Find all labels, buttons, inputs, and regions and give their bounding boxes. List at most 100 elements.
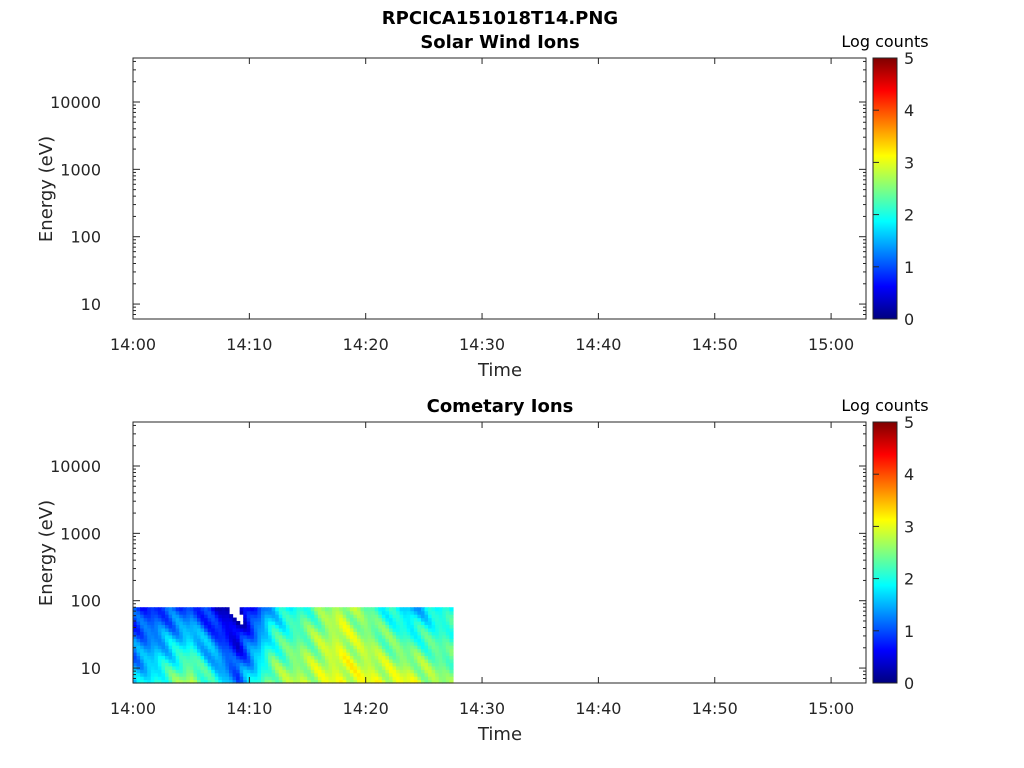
spectrogram-cell [438,621,443,626]
spectrogram-cell [449,665,454,670]
spectrogram-cell [289,672,294,677]
spectrogram-cell [438,652,443,657]
spectrogram-cell [253,652,259,657]
spectrogram-cell [374,624,379,629]
spectrogram-cell [328,676,333,681]
spectrogram-cell [232,679,237,684]
spectrogram-cell [243,679,248,684]
y-tick-label: 10000 [50,93,101,112]
spectrogram-cell [324,617,330,622]
spectrogram-cell [445,641,451,646]
spectrogram-cell [189,621,195,626]
spectrogram-cell [300,658,305,663]
spectrogram-cell [346,638,351,643]
spectrogram-cell [193,665,198,670]
spectrogram-cell [332,638,337,643]
spectrogram-cell [278,645,283,650]
spectrogram-cell [161,631,166,636]
spectrogram-cell [428,638,433,643]
spectrogram-cell [264,617,269,622]
spectrogram-cell [193,655,198,660]
spectrogram-cell [317,624,323,629]
spectrogram-cell [157,648,163,653]
spectrogram-cell [260,648,266,653]
spectrogram-cell [367,662,372,667]
spectrogram-cell [303,648,308,653]
spectrogram-cell [271,607,276,612]
spectrogram-cell [314,665,319,670]
spectrogram-cell [307,648,312,653]
spectrogram-cell [374,631,379,636]
spectrogram-cell [424,631,429,636]
spectrogram-cell [396,676,401,681]
spectrogram-cell [296,610,301,615]
spectrogram-cell [179,652,184,657]
spectrogram-cell [268,610,273,615]
spectrogram-cell [189,652,195,657]
spectrogram-cell [292,676,298,681]
spectrogram-cell [403,614,408,619]
spectrogram-cell [168,648,173,653]
spectrogram-cell [420,634,426,639]
spectrogram-cell [218,621,223,626]
spectrogram-cell [406,624,411,629]
spectrogram-cell [282,631,287,636]
spectrogram-cell [168,614,173,619]
spectrogram-cell [214,624,219,629]
spectrogram-cell [168,669,173,674]
spectrogram-cell [275,648,280,653]
spectrogram-cell [360,627,365,632]
spectrogram-cell [410,658,415,663]
spectrogram-cell [193,679,198,684]
spectrogram-cell [218,634,223,639]
spectrogram-cell [321,658,326,663]
spectrogram-cell [243,614,248,619]
spectrogram-cell [136,617,141,622]
spectrogram-cell [250,624,255,629]
spectrogram-cell [140,655,145,660]
spectrogram-cell [218,648,223,653]
spectrogram-cell [307,665,312,670]
colorbar-tick-label: 4 [904,101,914,120]
spectrogram-cell [392,614,397,619]
spectrogram-cell [364,672,369,677]
spectrogram-cell [442,627,447,632]
spectrogram-cell [406,610,411,615]
spectrogram-cell [342,648,347,653]
spectrogram-cell [346,621,351,626]
spectrogram-cell [275,614,280,619]
spectrogram-cell [442,676,447,681]
spectrogram-cell [257,631,262,636]
spectrogram-cell [250,621,255,626]
spectrogram-cell [133,631,138,636]
spectrogram-cell [154,638,159,643]
spectrogram-cell [420,641,426,646]
spectrogram-cell [392,648,397,653]
spectrogram-cell [165,669,170,674]
spectrogram-cell [257,634,262,639]
spectrogram-cell [346,631,351,636]
spectrogram-cell [214,641,219,646]
spectrogram-cell [417,652,422,657]
spectrogram-cell [154,658,159,663]
spectrogram-cell [214,669,219,674]
spectrogram-cell [260,662,266,667]
spectrogram-cell [268,631,273,636]
spectrogram-cell [406,676,411,681]
spectrogram-cell [314,617,319,622]
spectrogram-cell [204,610,209,615]
spectrogram-cell [332,669,337,674]
spectrogram-cell [356,665,362,670]
spectrogram-cell [225,624,230,629]
spectrogram-cell [360,607,365,612]
spectrogram-cell [186,648,191,653]
spectrogram-cell [449,652,454,657]
spectrogram-cell [136,631,141,636]
spectrogram-cell [378,665,383,670]
spectrogram-cell [264,658,269,663]
spectrogram-cell [417,672,422,677]
spectrogram-cell [168,679,173,684]
spectrogram-cell [133,648,138,653]
spectrogram-cell [196,672,202,677]
